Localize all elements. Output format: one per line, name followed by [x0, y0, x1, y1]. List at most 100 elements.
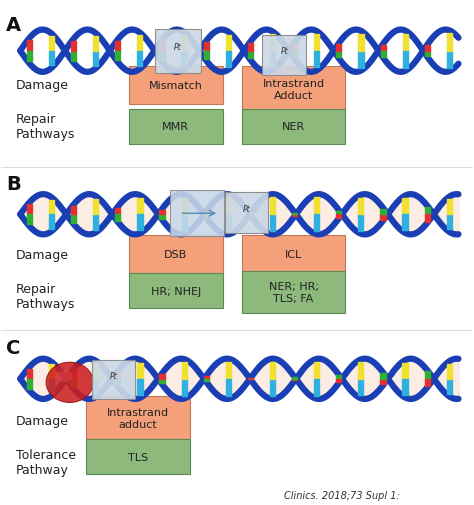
Bar — [203, 52, 209, 60]
Bar — [159, 210, 164, 215]
Text: HR; NHEJ: HR; NHEJ — [151, 286, 201, 296]
Bar — [226, 362, 231, 379]
Bar — [292, 378, 297, 379]
Bar — [425, 215, 430, 222]
Bar — [93, 52, 98, 67]
Bar — [402, 215, 408, 231]
Bar — [248, 214, 253, 215]
Bar — [314, 52, 319, 68]
Text: B: B — [6, 175, 21, 193]
Bar — [182, 36, 187, 52]
Bar — [71, 215, 76, 223]
Bar — [115, 379, 120, 385]
Text: Clinics. 2018;73 Supl 1:: Clinics. 2018;73 Supl 1: — [284, 490, 400, 499]
Bar — [137, 36, 142, 52]
FancyBboxPatch shape — [86, 439, 190, 475]
Bar — [425, 208, 430, 215]
Bar — [358, 379, 364, 395]
Bar — [314, 379, 319, 396]
FancyBboxPatch shape — [225, 193, 268, 234]
Text: Repair
Pathways: Repair Pathways — [16, 113, 75, 141]
Text: Tolerance
Pathway: Tolerance Pathway — [16, 448, 75, 476]
Bar — [314, 215, 319, 232]
Bar — [381, 379, 385, 385]
Bar — [447, 34, 452, 52]
Bar — [71, 52, 76, 62]
Bar — [337, 52, 341, 58]
Bar — [159, 43, 164, 52]
Bar — [27, 41, 32, 52]
FancyBboxPatch shape — [242, 110, 346, 144]
Bar — [49, 200, 54, 215]
Bar — [159, 375, 164, 379]
Bar — [402, 379, 408, 395]
Bar — [182, 379, 187, 396]
Ellipse shape — [46, 363, 93, 402]
Bar — [270, 215, 275, 232]
Text: Repair
Pathways: Repair Pathways — [16, 282, 75, 310]
Bar — [336, 215, 341, 218]
Bar — [358, 215, 364, 231]
Bar — [447, 215, 452, 230]
Bar — [27, 369, 32, 379]
Bar — [270, 52, 275, 68]
Bar — [381, 215, 385, 220]
Bar — [93, 215, 98, 230]
Bar — [137, 363, 143, 379]
FancyBboxPatch shape — [128, 110, 223, 144]
FancyBboxPatch shape — [155, 29, 201, 74]
Text: Intrastrand
adduct: Intrastrand adduct — [107, 407, 169, 429]
Bar — [336, 379, 341, 383]
Text: DSB: DSB — [164, 250, 187, 260]
Bar — [71, 371, 76, 379]
Bar — [27, 379, 32, 389]
FancyBboxPatch shape — [242, 236, 346, 274]
Bar — [204, 215, 209, 217]
Text: Damage: Damage — [16, 414, 69, 427]
Bar — [93, 364, 98, 379]
Bar — [314, 362, 319, 379]
FancyBboxPatch shape — [86, 396, 190, 439]
Bar — [226, 52, 231, 68]
Bar — [425, 46, 430, 52]
Bar — [137, 198, 143, 215]
Bar — [204, 212, 209, 215]
Bar — [49, 365, 54, 379]
Bar — [425, 52, 430, 57]
Ellipse shape — [55, 371, 73, 383]
Text: TLS: TLS — [128, 452, 148, 462]
Bar — [270, 379, 275, 396]
FancyBboxPatch shape — [170, 191, 224, 237]
Bar — [115, 209, 120, 215]
Text: ICL: ICL — [285, 250, 302, 260]
Bar — [115, 215, 120, 221]
Bar — [159, 215, 164, 219]
Bar — [204, 379, 209, 382]
Text: Pt: Pt — [109, 372, 118, 380]
Bar — [358, 35, 364, 52]
Bar — [447, 52, 452, 69]
Bar — [159, 52, 164, 61]
Bar — [27, 205, 32, 215]
Bar — [403, 34, 408, 52]
Bar — [115, 52, 120, 61]
Bar — [248, 379, 253, 380]
Bar — [93, 36, 98, 52]
Bar — [226, 198, 231, 215]
Bar — [381, 52, 386, 58]
Bar — [381, 210, 385, 215]
FancyBboxPatch shape — [92, 361, 135, 399]
Bar — [292, 379, 297, 381]
Bar — [137, 52, 142, 67]
Bar — [93, 199, 98, 215]
Bar — [27, 52, 32, 62]
Bar — [314, 198, 319, 215]
Bar — [425, 372, 430, 379]
Bar — [425, 379, 430, 386]
Bar — [292, 52, 297, 59]
Text: MMR: MMR — [162, 122, 189, 132]
Bar — [71, 379, 76, 387]
Bar — [314, 35, 319, 52]
Text: Intrastrand
Adduct: Intrastrand Adduct — [263, 79, 325, 100]
Bar — [381, 45, 386, 52]
